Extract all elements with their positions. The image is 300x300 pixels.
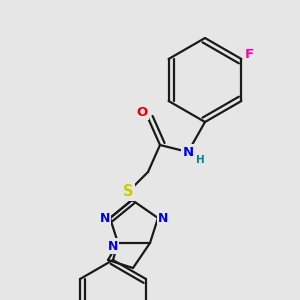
Text: H: H [196,155,204,165]
Text: N: N [158,212,168,224]
Text: N: N [100,212,110,224]
Text: S: S [123,184,133,200]
Text: F: F [245,47,254,61]
Text: O: O [136,106,148,118]
Text: N: N [182,146,194,158]
Text: N: N [108,239,118,253]
